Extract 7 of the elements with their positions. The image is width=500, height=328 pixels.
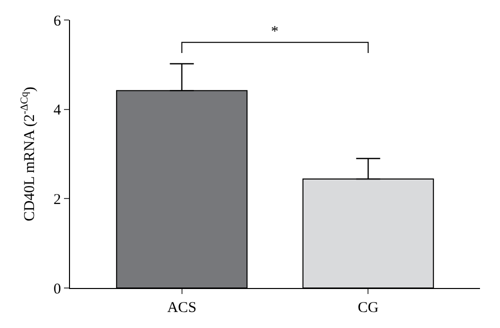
x-tick-label: CG xyxy=(358,300,379,316)
y-tick-label: 6 xyxy=(54,13,62,30)
y-tick-label: 0 xyxy=(54,281,61,298)
x-tick-label: ACS xyxy=(167,300,196,316)
y-tick-label: 4 xyxy=(54,102,62,119)
y-tick-label: 2 xyxy=(54,192,61,208)
annotation: * xyxy=(271,24,278,40)
